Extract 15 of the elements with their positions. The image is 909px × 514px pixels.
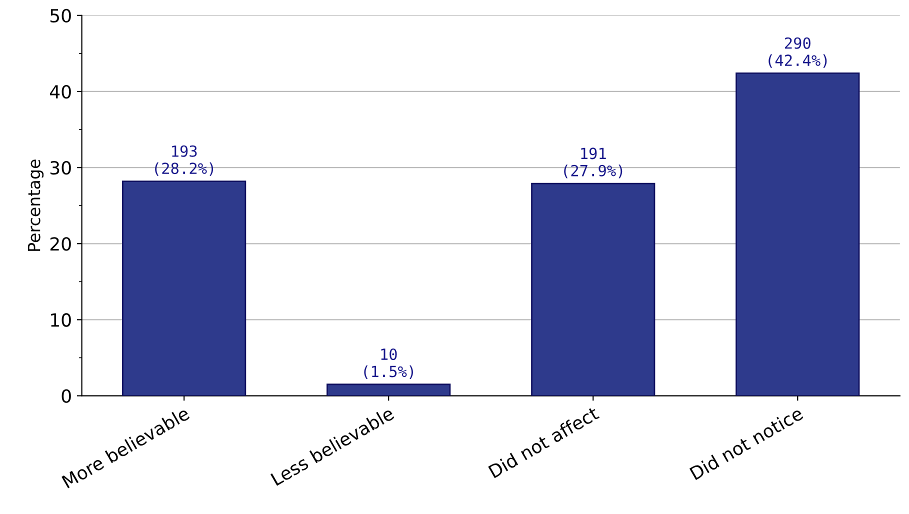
y-tick-label: 0	[62, 389, 71, 403]
y-axis-title: Percentage	[28, 160, 44, 251]
bar	[326, 384, 451, 396]
bar	[736, 72, 860, 396]
data-label: 193 (28.2%)	[155, 145, 214, 176]
y-tick-label: 50	[50, 8, 71, 23]
y-tick-label: 10	[51, 313, 71, 327]
y-tick-label: 40	[50, 84, 71, 99]
data-label: 290 (42.4%)	[768, 37, 827, 68]
data-label: 10 (1.5%)	[364, 348, 414, 380]
data-label: 191 (27.9%)	[564, 148, 622, 178]
bar	[531, 182, 656, 396]
bar	[122, 180, 246, 396]
y-tick-label: 30	[50, 161, 71, 175]
y-tick-label: 20	[50, 237, 71, 251]
